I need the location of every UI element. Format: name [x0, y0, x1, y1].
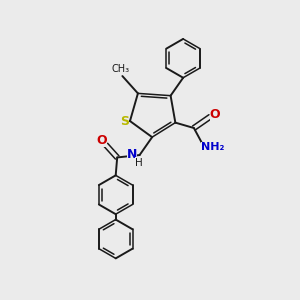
- Text: S: S: [120, 115, 129, 128]
- Text: O: O: [210, 108, 220, 122]
- Text: N: N: [127, 148, 137, 161]
- Text: NH₂: NH₂: [201, 142, 224, 152]
- Text: O: O: [96, 134, 107, 147]
- Text: H: H: [135, 158, 143, 167]
- Text: CH₃: CH₃: [112, 64, 130, 74]
